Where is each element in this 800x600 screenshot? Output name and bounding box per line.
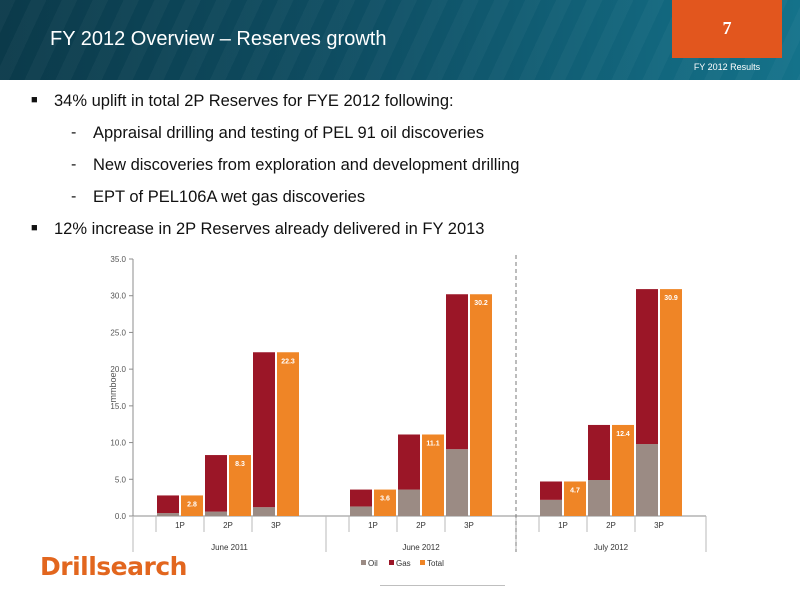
total-bar xyxy=(422,434,444,516)
gas-bar xyxy=(205,455,227,512)
legend-total-swatch xyxy=(420,560,425,565)
sub-bullet-item: - Appraisal drilling and testing of PEL … xyxy=(71,124,485,143)
dash-bullet-icon: - xyxy=(71,188,77,205)
x-category-label: 1P xyxy=(558,521,568,530)
square-bullet-icon: ■ xyxy=(31,222,38,234)
sub-bullet-text: New discoveries from exploration and dev… xyxy=(93,156,520,174)
gas-bar xyxy=(157,495,179,514)
total-data-label: 2.8 xyxy=(187,501,197,508)
gas-bar xyxy=(350,489,372,507)
oil-bar xyxy=(157,513,179,516)
sub-bullet-text: Appraisal drilling and testing of PEL 91… xyxy=(93,124,485,142)
x-category-label: 2P xyxy=(606,521,616,530)
y-tick-label: 15.0 xyxy=(110,402,126,411)
total-data-label: 3.6 xyxy=(380,496,390,503)
dash-bullet-icon: - xyxy=(71,156,77,173)
y-tick-label: 10.0 xyxy=(110,439,126,448)
page-number: 7 xyxy=(722,18,732,38)
y-tick-label: 35.0 xyxy=(110,255,126,264)
sub-bullet-text: EPT of PEL106A wet gas discoveries xyxy=(93,188,366,206)
total-data-label: 8.3 xyxy=(235,461,245,468)
y-axis-label: mmboe xyxy=(108,372,118,402)
total-bar xyxy=(277,352,299,516)
legend-gas-swatch xyxy=(389,560,394,565)
y-tick-label: 25.0 xyxy=(110,328,126,337)
sub-bullet-item: - New discoveries from exploration and d… xyxy=(71,156,520,175)
footer-divider xyxy=(380,585,505,586)
dash-bullet-icon: - xyxy=(71,124,77,141)
bullet-text: 34% uplift in total 2P Reserves for FYE … xyxy=(54,92,454,110)
total-data-label: 4.7 xyxy=(570,487,580,494)
x-category-label: 3P xyxy=(464,521,474,530)
total-bar xyxy=(564,481,586,516)
x-category-label: 2P xyxy=(223,521,233,530)
header-banner: FY 2012 Overview – Reserves growth 7 FY … xyxy=(0,0,800,80)
total-data-label: 30.2 xyxy=(474,300,488,307)
x-group-label: July 2012 xyxy=(594,543,629,552)
bullet-text: 12% increase in 2P Reserves already deli… xyxy=(54,220,485,238)
slide-title: FY 2012 Overview – Reserves growth xyxy=(50,28,387,50)
gas-bar xyxy=(588,424,610,481)
header-texture xyxy=(0,0,800,80)
x-category-label: 1P xyxy=(175,521,185,530)
x-category-label: 3P xyxy=(654,521,664,530)
bullet-item: ■ 12% increase in 2P Reserves already de… xyxy=(31,220,485,239)
oil-bar xyxy=(588,480,610,516)
total-bar xyxy=(181,495,203,516)
legend-gas-label: Gas xyxy=(396,559,411,568)
gas-bar xyxy=(398,434,420,490)
gas-bar xyxy=(253,352,275,508)
page-number-box: 7 xyxy=(672,0,782,58)
oil-bar xyxy=(205,511,227,516)
total-data-label: 30.9 xyxy=(664,295,678,302)
y-tick-label: 20.0 xyxy=(110,365,126,374)
total-data-label: 22.3 xyxy=(281,358,295,365)
legend-total-label: Total xyxy=(427,559,444,568)
oil-bar xyxy=(350,506,372,516)
y-tick-label: 0.0 xyxy=(115,512,127,521)
x-group-label: June 2012 xyxy=(402,543,440,552)
gas-bar xyxy=(540,481,562,500)
total-bar xyxy=(374,489,396,516)
legend-oil-swatch xyxy=(361,560,366,565)
oil-bar xyxy=(398,489,420,516)
total-data-label: 11.1 xyxy=(426,440,439,447)
total-bar xyxy=(229,455,251,516)
total-bar xyxy=(470,294,492,516)
legend-oil-label: Oil xyxy=(368,559,378,568)
oil-bar xyxy=(540,499,562,516)
total-bar xyxy=(612,424,634,516)
sub-bullet-item: - EPT of PEL106A wet gas discoveries xyxy=(71,188,366,207)
x-category-label: 1P xyxy=(368,521,378,530)
gas-bar xyxy=(636,289,658,445)
y-tick-label: 5.0 xyxy=(115,475,127,484)
total-bar xyxy=(660,289,682,516)
oil-bar xyxy=(446,449,468,516)
y-tick-label: 30.0 xyxy=(110,292,126,301)
gas-bar xyxy=(446,294,468,450)
total-data-label: 12.4 xyxy=(616,431,630,438)
section-label: FY 2012 Results xyxy=(693,62,761,72)
square-bullet-icon: ■ xyxy=(31,94,38,106)
x-category-label: 2P xyxy=(416,521,426,530)
oil-bar xyxy=(636,444,658,516)
bullet-item: ■ 34% uplift in total 2P Reserves for FY… xyxy=(31,92,454,111)
company-logo: Drillsearch xyxy=(40,552,187,581)
x-category-label: 3P xyxy=(271,521,281,530)
oil-bar xyxy=(253,507,275,516)
x-group-label: June 2011 xyxy=(211,543,248,552)
